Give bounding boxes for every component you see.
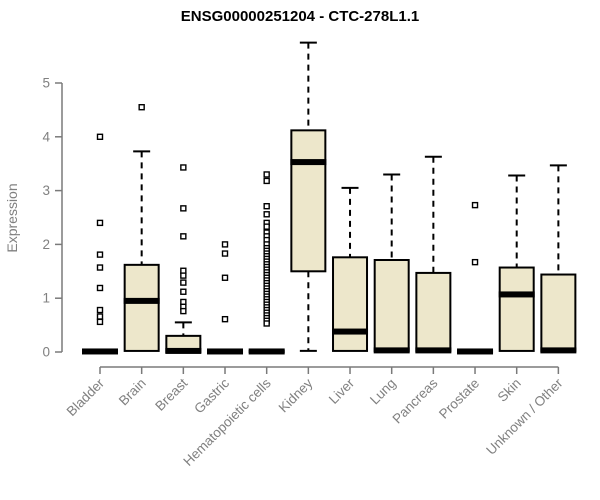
outlier-point: [180, 288, 187, 295]
y-tick-label: 4: [42, 129, 50, 144]
y-tick-label: 0: [42, 345, 50, 360]
outlier-point: [96, 306, 104, 314]
median-Pancreas: [415, 347, 452, 354]
median-Unknown / Other: [540, 347, 577, 354]
median-Kidney: [290, 159, 327, 166]
outlier-point: [221, 315, 229, 323]
outlier-point: [263, 171, 270, 178]
median-Skin: [498, 291, 535, 298]
outlier-point: [180, 233, 187, 240]
y-tick-label: 5: [42, 76, 50, 91]
box-Unknown / Other: [540, 273, 577, 352]
outlier-point: [96, 251, 104, 258]
x-tick-label: Gastric: [191, 375, 232, 416]
median-Bladder: [82, 348, 118, 355]
outlier-point: [180, 279, 187, 286]
outlier-point: [96, 264, 104, 271]
outlier-point: [180, 272, 187, 279]
median-Prostate: [457, 348, 494, 355]
box-Skin: [498, 266, 535, 352]
outlier-point: [96, 133, 104, 141]
x-tick-label: Brain: [116, 376, 149, 409]
y-tick-label: 2: [42, 237, 50, 252]
outlier-point: [96, 219, 104, 227]
outlier-point: [96, 313, 104, 320]
box-Pancreas: [415, 271, 452, 352]
outlier-point: [263, 177, 270, 185]
outlier-point: [263, 203, 270, 210]
median-Brain: [123, 297, 160, 304]
y-tick-label: 3: [42, 183, 50, 198]
outlier-point: [471, 258, 479, 266]
x-tick-label: Pancreas: [390, 375, 441, 426]
box-Liver: [332, 256, 369, 352]
chart-title: ENSG00000251204 - CTC-278L1.1: [181, 8, 419, 25]
box-Kidney: [290, 129, 327, 273]
box-Brain: [123, 263, 160, 352]
outlier-point: [180, 205, 187, 212]
outlier-point: [138, 104, 145, 111]
outlier-point: [96, 318, 104, 326]
outlier-point: [263, 211, 270, 218]
y-axis-label: Expression: [4, 183, 20, 252]
x-tick-label: Prostate: [436, 376, 482, 422]
outlier-point: [263, 320, 270, 327]
outlier-point: [221, 241, 229, 248]
y-tick-label: 1: [42, 291, 50, 306]
x-tick-label: Breast: [152, 375, 190, 413]
x-tick-label: Skin: [495, 376, 524, 405]
outlier-point: [180, 307, 187, 315]
box-Lung: [373, 259, 410, 352]
outlier-point: [221, 250, 229, 257]
x-tick-label: Kidney: [276, 375, 316, 415]
outlier-point: [96, 284, 104, 292]
median-Lung: [373, 347, 410, 354]
outlier-point: [221, 274, 229, 281]
median-Breast: [165, 347, 202, 354]
outlier-point: [471, 201, 479, 209]
median-Gastric: [207, 348, 244, 355]
x-tick-label: Liver: [326, 375, 358, 407]
x-tick-label: Lung: [367, 376, 399, 408]
outlier-point: [263, 223, 270, 230]
median-Hematopoietic cells: [248, 348, 285, 355]
outlier-point: [180, 164, 187, 171]
x-tick-label: Unknown / Other: [483, 375, 566, 458]
x-tick-label: Bladder: [64, 375, 108, 419]
median-Liver: [332, 328, 369, 335]
